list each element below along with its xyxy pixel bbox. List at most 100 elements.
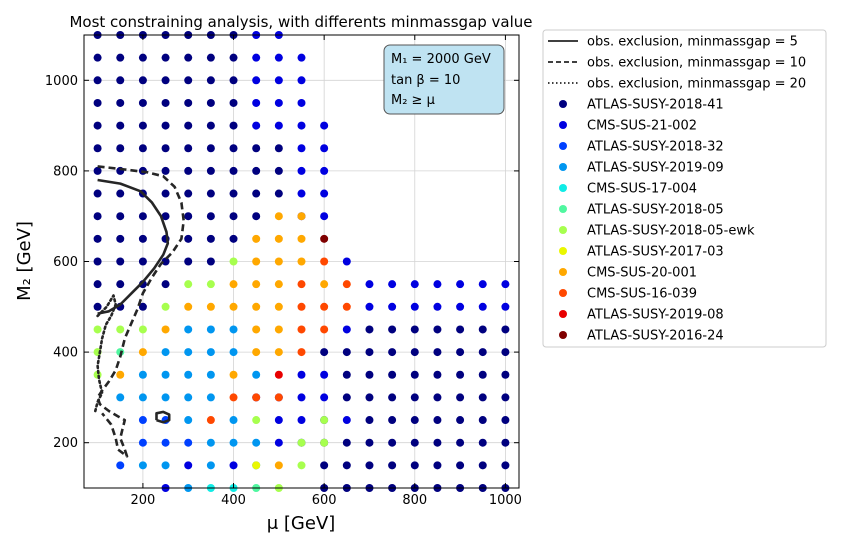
data-point	[93, 234, 102, 243]
data-point	[365, 438, 374, 447]
data-point	[320, 461, 329, 470]
data-point	[478, 325, 487, 334]
exclusion-curve	[96, 165, 185, 458]
data-point	[252, 166, 261, 175]
data-point	[274, 76, 283, 85]
data-point	[138, 121, 147, 130]
data-point	[184, 348, 193, 357]
data-point	[274, 302, 283, 311]
data-point	[161, 393, 170, 402]
legend-label: ATLAS-SUSY-2019-08	[587, 308, 724, 323]
data-point	[229, 212, 238, 221]
data-point	[252, 98, 261, 107]
legend-label: ATLAS-SUSY-2018-05	[587, 203, 724, 218]
exclusion-curve	[155, 410, 171, 424]
data-point	[478, 416, 487, 425]
data-point	[433, 393, 442, 402]
data-point	[93, 166, 102, 175]
data-point	[297, 234, 306, 243]
data-point	[320, 189, 329, 198]
data-point	[252, 370, 261, 379]
x-tick-label: 800	[402, 493, 427, 508]
data-point	[206, 166, 215, 175]
data-point	[274, 234, 283, 243]
data-point	[388, 325, 397, 334]
data-point	[320, 144, 329, 153]
data-point	[93, 53, 102, 62]
data-point	[274, 257, 283, 266]
data-point	[365, 325, 374, 334]
data-point	[161, 257, 170, 266]
data-point	[410, 280, 419, 289]
legend-marker-swatch	[559, 100, 567, 108]
x-axis-label: μ [GeV]	[267, 513, 336, 534]
data-point	[138, 212, 147, 221]
data-point	[116, 393, 125, 402]
data-point	[320, 121, 329, 130]
data-point	[410, 416, 419, 425]
data-point	[320, 257, 329, 266]
data-point	[410, 370, 419, 379]
exclusion-curve	[94, 294, 117, 413]
data-point	[410, 393, 419, 402]
data-point	[501, 393, 510, 402]
data-point	[229, 121, 238, 130]
data-point	[184, 302, 193, 311]
data-point	[161, 76, 170, 85]
data-point	[206, 348, 215, 357]
legend: obs. exclusion, minmassgap = 5 obs. exclu…	[542, 29, 827, 348]
data-point	[433, 416, 442, 425]
data-point	[297, 189, 306, 198]
data-point	[116, 144, 125, 153]
data-point	[161, 280, 170, 289]
data-point	[252, 121, 261, 130]
y-tick-label: 600	[53, 255, 78, 270]
legend-marker-swatch	[559, 205, 567, 213]
y-axis-label: M₂ [GeV]	[14, 221, 35, 301]
data-point	[116, 370, 125, 379]
data-point	[206, 257, 215, 266]
data-point	[456, 280, 465, 289]
data-point	[206, 461, 215, 470]
data-point	[274, 189, 283, 198]
data-point	[138, 325, 147, 334]
legend-marker-swatch	[559, 289, 567, 297]
data-point	[478, 370, 487, 379]
data-point	[138, 98, 147, 107]
data-point	[184, 257, 193, 266]
data-point	[501, 348, 510, 357]
data-point	[388, 416, 397, 425]
data-point	[93, 144, 102, 153]
data-point	[184, 280, 193, 289]
data-point	[161, 370, 170, 379]
data-point	[184, 370, 193, 379]
data-point	[184, 461, 193, 470]
y-tick-label: 1000	[45, 74, 78, 89]
data-point	[229, 416, 238, 425]
data-point	[320, 325, 329, 334]
data-point	[274, 370, 283, 379]
data-point	[138, 53, 147, 62]
data-point	[388, 370, 397, 379]
data-point	[274, 53, 283, 62]
data-point	[456, 370, 465, 379]
data-point	[116, 121, 125, 130]
data-point	[320, 348, 329, 357]
data-point	[501, 325, 510, 334]
data-point	[138, 76, 147, 85]
y-axis-ticks: 200 400 600 800 1000	[45, 74, 519, 451]
data-point	[138, 461, 147, 470]
data-point	[274, 461, 283, 470]
data-point	[274, 280, 283, 289]
legend-label: obs. exclusion, minmassgap = 10	[587, 56, 806, 71]
data-point	[388, 302, 397, 311]
data-point	[116, 212, 125, 221]
data-point	[274, 166, 283, 175]
exclusion-curves	[94, 165, 185, 458]
data-point	[161, 189, 170, 198]
data-point	[297, 325, 306, 334]
x-tick-label: 400	[221, 493, 246, 508]
data-point	[229, 438, 238, 447]
x-axis-ticks: 200 400 600 800 1000	[130, 35, 522, 508]
data-point	[138, 302, 147, 311]
